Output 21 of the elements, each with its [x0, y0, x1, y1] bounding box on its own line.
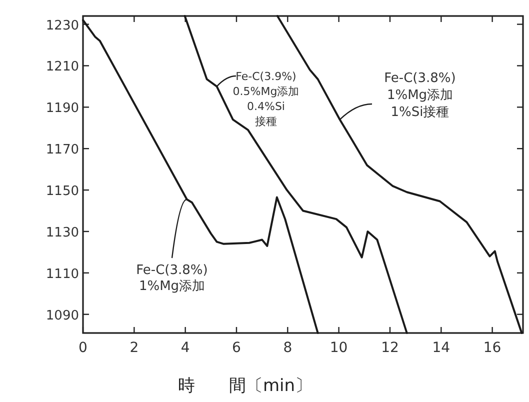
x-tick-label: 4 — [180, 340, 190, 356]
y-tick-label: 1130 — [46, 225, 79, 240]
x-tick-label: 16 — [483, 340, 502, 356]
legend-label: Fe-C(3.9%) 0.5%Mg添加 0.4%Si 接種 — [232, 70, 300, 128]
x-tick-label: 10 — [330, 340, 348, 356]
y-tick-label: 1190 — [46, 101, 79, 116]
y-tick-label: 1230 — [46, 18, 79, 34]
y-tick-label: 1170 — [46, 142, 79, 158]
x-tick-label: 0 — [78, 340, 88, 356]
x-axis-title: 時 間〔min〕 — [178, 376, 312, 396]
y-tick-label: 1150 — [46, 184, 79, 200]
x-tick-label: 6 — [232, 340, 242, 356]
x-tick-label: 8 — [283, 340, 292, 356]
series-label: Fe-C(3.8%) 1%Mg添加 — [136, 263, 208, 294]
x-tick-label: 12 — [381, 340, 399, 356]
y-tick-label: 1090 — [46, 308, 79, 324]
x-tick-label: 14 — [432, 340, 450, 356]
y-tick-label: 1110 — [46, 266, 79, 282]
x-tick-label: 2 — [130, 340, 139, 356]
y-tick-label: 1210 — [46, 60, 79, 75]
text: Fe-C(3.8%) 1%Mg添加 1%Si接種 — [384, 71, 456, 120]
